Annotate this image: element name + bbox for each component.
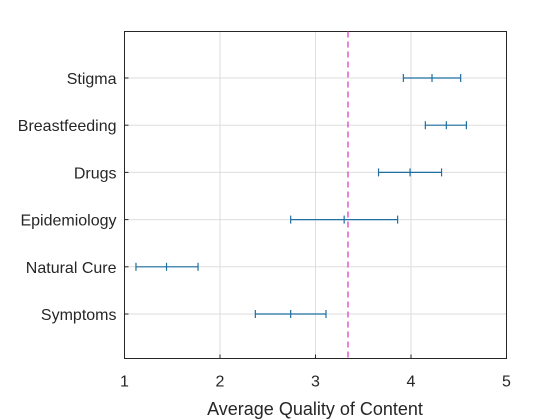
data-layer — [135, 74, 467, 318]
y-tick-label: Drugs — [74, 165, 117, 182]
error-bar — [402, 74, 462, 82]
x-tick-label: 1 — [120, 374, 129, 391]
y-tick-labels: Stigma Breastfeeding Drugs Epidemiology Natu… — [18, 71, 117, 324]
x-tick-labels: 1 2 3 4 5 — [120, 374, 511, 391]
x-tick-label: 2 — [216, 374, 225, 391]
y-tick-label: Symptoms — [41, 307, 117, 324]
error-bar — [290, 215, 399, 224]
error-bar — [424, 121, 467, 130]
error-bar — [377, 168, 443, 177]
grid — [124, 31, 507, 359]
y-tick-label: Breastfeeding — [18, 118, 117, 135]
error-bar — [254, 310, 327, 318]
y-tick-label: Natural Cure — [26, 260, 117, 277]
x-tick-label: 4 — [407, 374, 416, 391]
x-tick-label: 5 — [502, 374, 511, 391]
error-bar — [135, 262, 199, 271]
x-tick-label: 3 — [311, 374, 320, 391]
x-axis-title: Average Quality of Content — [207, 399, 423, 419]
plot-frame — [124, 31, 507, 359]
y-tick-label: Stigma — [67, 71, 117, 88]
y-tick-label: Epidemiology — [20, 213, 116, 230]
